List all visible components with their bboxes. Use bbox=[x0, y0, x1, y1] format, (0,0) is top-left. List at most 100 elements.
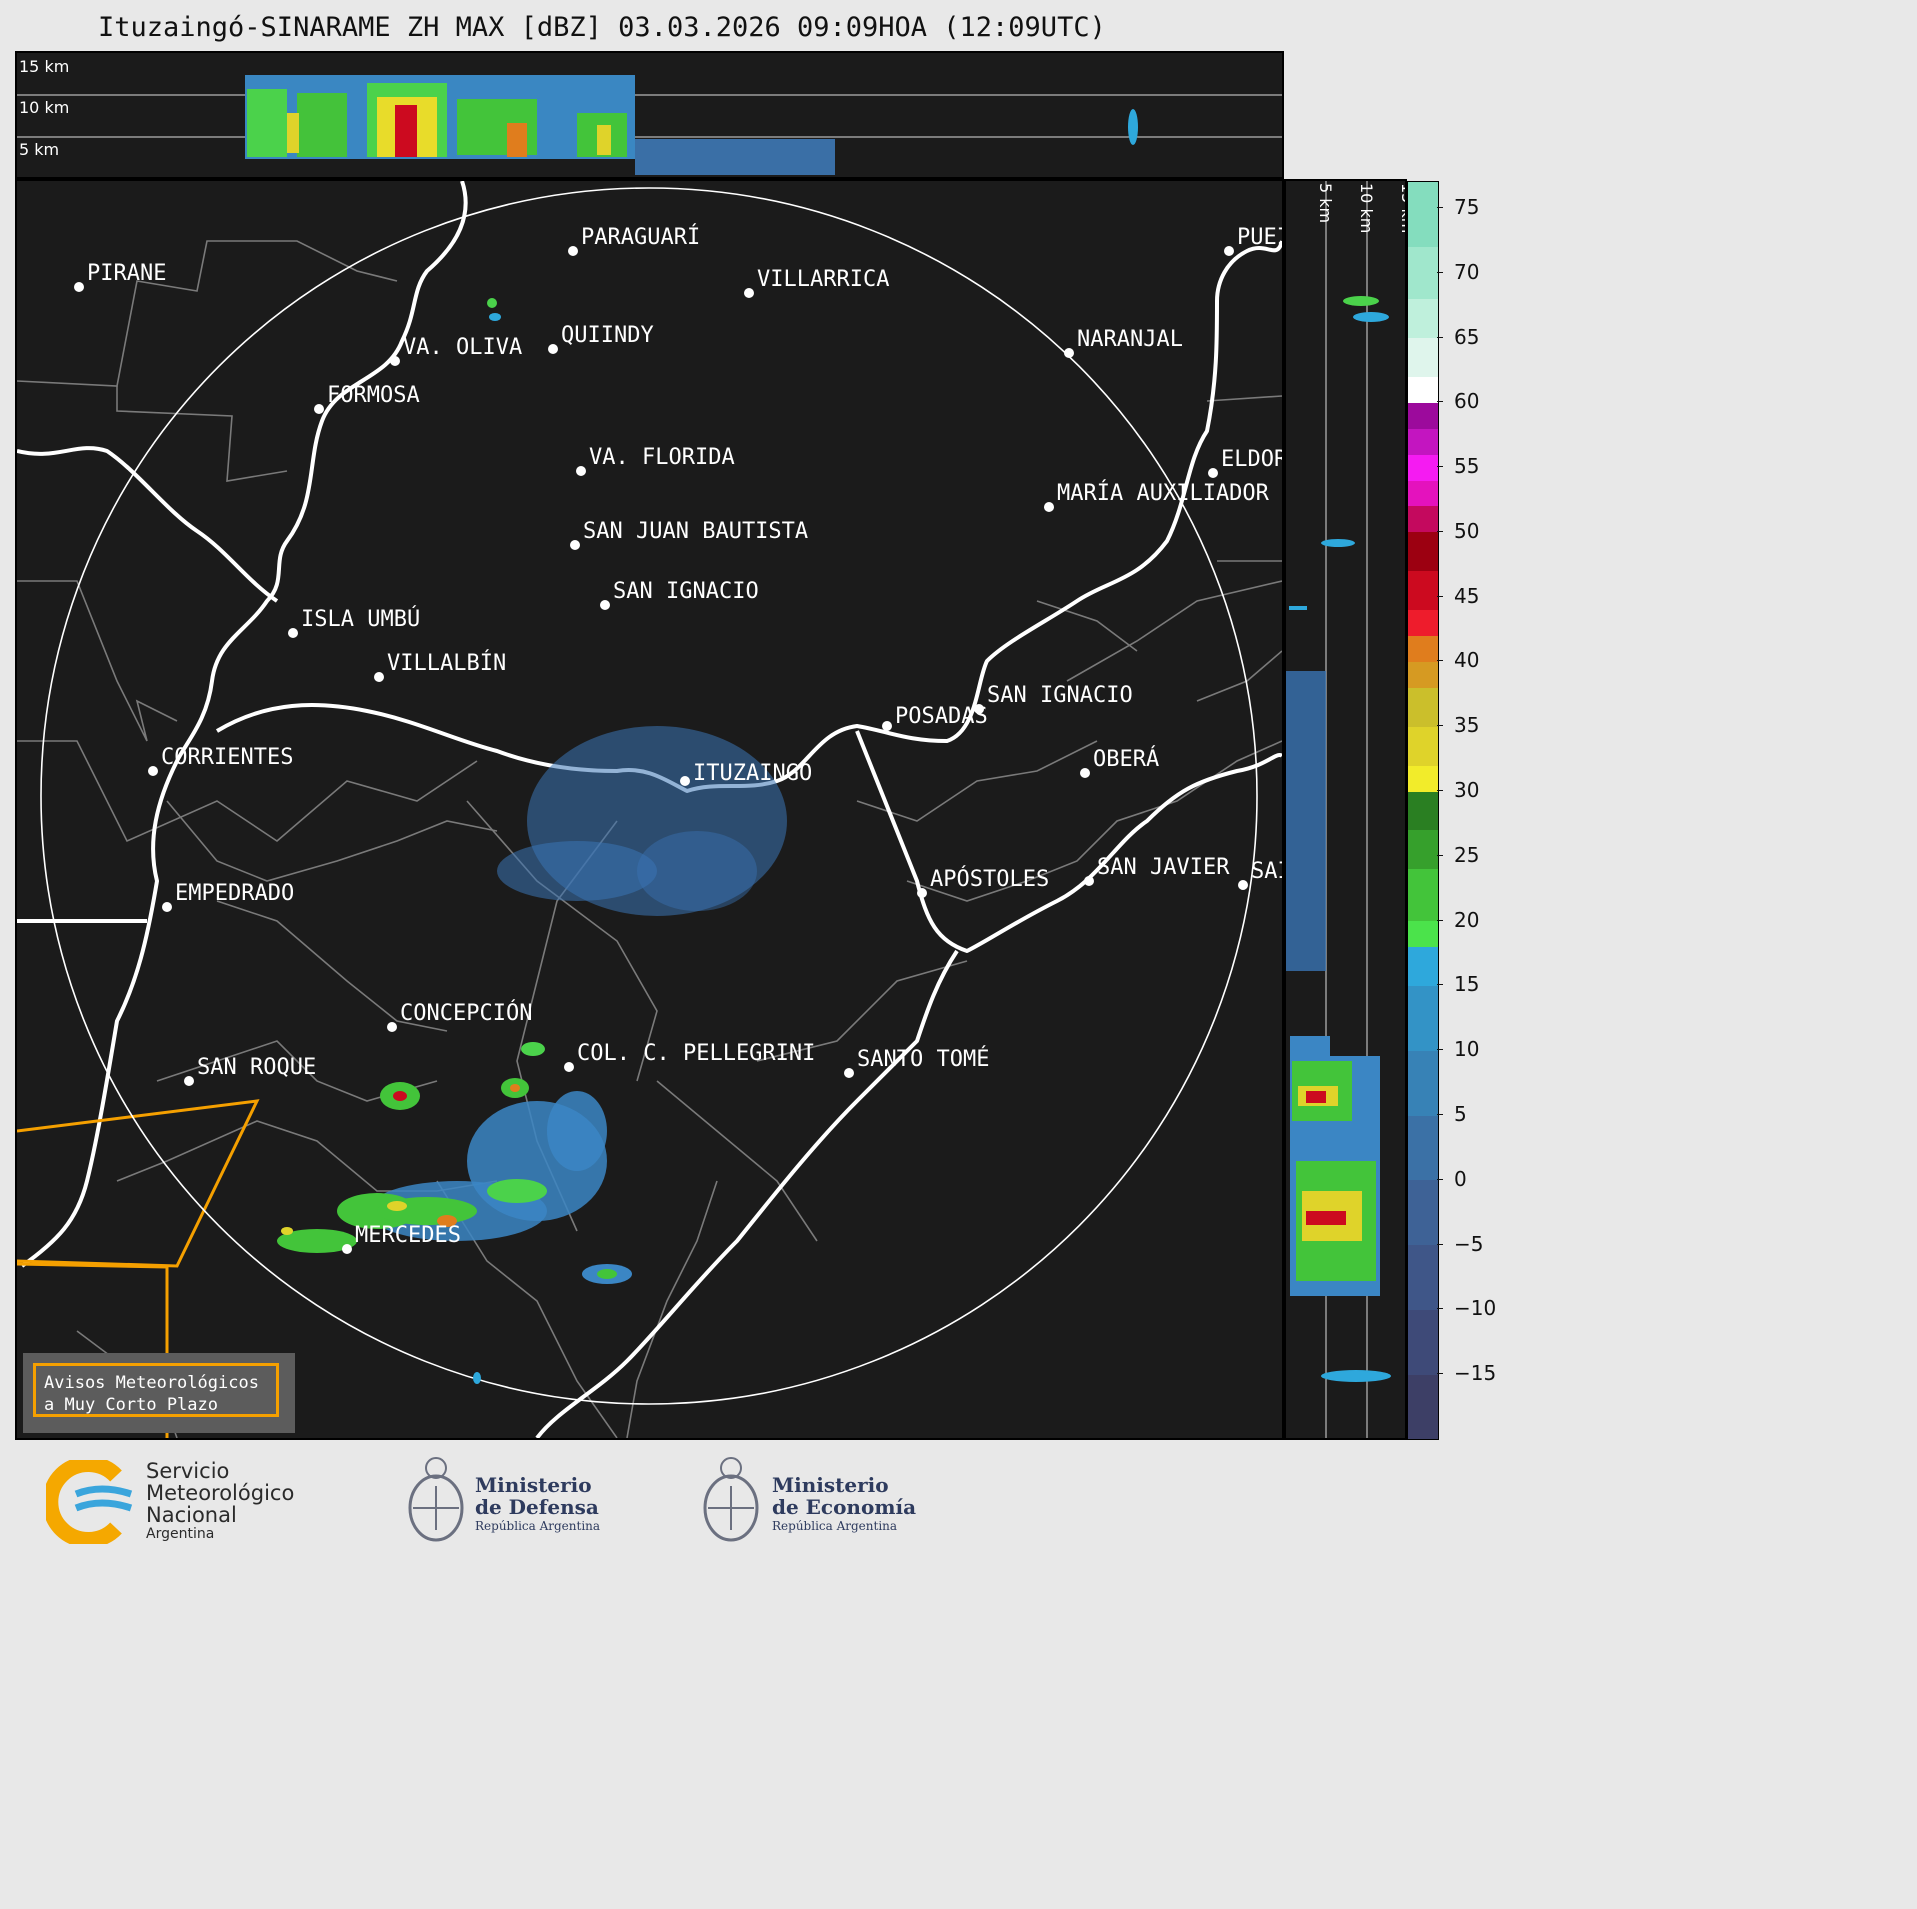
colorbar-tick-label: 40 bbox=[1437, 648, 1479, 672]
colorbar-segment bbox=[1408, 868, 1438, 922]
colorbar-tick-label: −10 bbox=[1437, 1296, 1496, 1320]
colorbar-tick-label: 70 bbox=[1437, 260, 1479, 284]
height-label-5km: 5 km bbox=[19, 140, 60, 159]
place-marker bbox=[1238, 880, 1248, 890]
colorbar-segment bbox=[1408, 570, 1438, 611]
economia-line2: de Economía bbox=[772, 1495, 917, 1519]
place-label: SANTO TOMÉ bbox=[857, 1047, 990, 1072]
colorbar-tick-label: 25 bbox=[1437, 843, 1479, 867]
colorbar-segment bbox=[1408, 635, 1438, 662]
place-marker bbox=[882, 721, 892, 731]
place-marker bbox=[387, 1022, 397, 1032]
colorbar-segment bbox=[1408, 454, 1438, 481]
colorbar-segment bbox=[1408, 1050, 1438, 1116]
economia-line3: República Argentina bbox=[772, 1519, 898, 1533]
place-marker bbox=[564, 1062, 574, 1072]
colorbar-tick-label: 75 bbox=[1437, 195, 1479, 219]
defensa-line3: República Argentina bbox=[475, 1519, 601, 1533]
height-label-10km: 10 km bbox=[19, 98, 70, 117]
place-label: APÓSTOLES bbox=[930, 867, 1050, 892]
place-label: PIRANE bbox=[87, 261, 167, 286]
colorbar-tick-label: 50 bbox=[1437, 519, 1479, 543]
height-label-15km: 15 km bbox=[19, 57, 70, 76]
colorbar-segment bbox=[1408, 1115, 1438, 1181]
place-marker bbox=[600, 600, 610, 610]
colorbar-tick-label: −5 bbox=[1437, 1232, 1483, 1256]
place-marker bbox=[162, 902, 172, 912]
colorbar-segment bbox=[1408, 182, 1438, 248]
colorbar-tick-label: 45 bbox=[1437, 584, 1479, 608]
place-label: COL. C. PELLEGRINI bbox=[577, 1041, 816, 1066]
place-marker bbox=[390, 356, 400, 366]
place-marker bbox=[1084, 876, 1094, 886]
colorbar-tick-label: 5 bbox=[1437, 1102, 1467, 1126]
range-ring bbox=[40, 187, 1258, 1405]
place-label: PARAGUARÍ bbox=[581, 225, 701, 250]
defensa-line1: Ministerio bbox=[475, 1473, 592, 1497]
colorbar-segment bbox=[1408, 829, 1438, 870]
place-marker bbox=[342, 1244, 352, 1254]
warning-legend-line1: Avisos Meteorológicos bbox=[44, 1373, 259, 1393]
place-marker bbox=[680, 776, 690, 786]
smn-line4: Argentina bbox=[146, 1526, 215, 1542]
defensa-logo: Ministerio de Defensa República Argentin… bbox=[405, 1450, 615, 1550]
place-label: SAI bbox=[1251, 859, 1282, 884]
colorbar-tick-label: 65 bbox=[1437, 325, 1479, 349]
warning-legend-box: Avisos Meteorológicos a Muy Corto Plazo bbox=[23, 1353, 295, 1433]
place-label: PUEI bbox=[1237, 225, 1282, 250]
place-marker bbox=[568, 246, 578, 256]
smn-logo: Servicio Meteorológico Nacional Argentin… bbox=[46, 1460, 326, 1550]
place-label: MARÍA AUXILIADOR bbox=[1057, 481, 1269, 506]
colorbar-tick-label: 0 bbox=[1437, 1167, 1467, 1191]
colorbar-segment bbox=[1408, 1309, 1438, 1375]
smn-logo-icon bbox=[46, 1460, 133, 1544]
radar-map[interactable]: PIRANE PARAGUARÍ VILLARRICA QUIINDY VA. OLIV… bbox=[15, 179, 1284, 1440]
place-marker bbox=[844, 1068, 854, 1078]
coat-of-arms-icon bbox=[408, 1457, 464, 1542]
place-label: CORRIENTES bbox=[161, 745, 294, 770]
place-marker bbox=[548, 344, 558, 354]
top-profile-echo bbox=[245, 75, 1138, 175]
place-marker bbox=[917, 888, 927, 898]
place-label: MERCEDES bbox=[355, 1223, 461, 1248]
place-marker bbox=[1208, 468, 1218, 478]
colorbar-segment bbox=[1408, 428, 1438, 455]
economia-line1: Ministerio bbox=[772, 1473, 889, 1497]
economia-logo: Ministerio de Economía República Argenti… bbox=[700, 1450, 920, 1550]
colorbar-segment bbox=[1408, 1244, 1438, 1310]
colorbar-segment bbox=[1408, 765, 1438, 792]
place-label: SAN IGNACIO bbox=[987, 683, 1133, 708]
place-marker bbox=[184, 1076, 194, 1086]
place-marker bbox=[314, 404, 324, 414]
defensa-line2: de Defensa bbox=[475, 1495, 599, 1519]
place-label: VA. OLIVA bbox=[403, 335, 523, 360]
place-label: QUIINDY bbox=[561, 323, 654, 348]
side-height-label-15km: 15 km bbox=[1398, 183, 1407, 234]
side-height-label-5km: 5 km bbox=[1316, 183, 1335, 224]
place-marker bbox=[744, 288, 754, 298]
place-marker bbox=[288, 628, 298, 638]
admin-borders bbox=[17, 240, 1282, 1438]
colorbar-segment bbox=[1408, 1179, 1438, 1246]
place-marker bbox=[148, 766, 158, 776]
place-label: SAN IGNACIO bbox=[613, 579, 759, 604]
place-marker bbox=[974, 704, 984, 714]
top-height-profile: 15 km 10 km 5 km bbox=[15, 51, 1284, 179]
place-marker bbox=[1064, 348, 1074, 358]
place-label: SAN ROQUE bbox=[197, 1055, 317, 1080]
colorbar-segment bbox=[1408, 1374, 1438, 1440]
place-marker bbox=[576, 466, 586, 476]
colorbar-tick-label: 15 bbox=[1437, 972, 1479, 996]
place-label: EMPEDRADO bbox=[175, 881, 295, 906]
place-marker bbox=[74, 282, 84, 292]
place-label: SAN JAVIER bbox=[1097, 855, 1230, 880]
place-label: VILLARRICA bbox=[757, 267, 890, 292]
coat-of-arms-icon bbox=[703, 1457, 759, 1542]
chart-title: Ituzaingó-SINARAME ZH MAX [dBZ] 03.03.20… bbox=[98, 12, 1106, 43]
smn-line1: Servicio bbox=[146, 1459, 230, 1483]
colorbar-tick-label: 35 bbox=[1437, 713, 1479, 737]
warning-legend-line2: a Muy Corto Plazo bbox=[44, 1395, 218, 1415]
colorbar-segment bbox=[1408, 505, 1438, 533]
place-label: ELDOR bbox=[1221, 447, 1284, 472]
side-height-label-10km: 10 km bbox=[1357, 183, 1376, 234]
